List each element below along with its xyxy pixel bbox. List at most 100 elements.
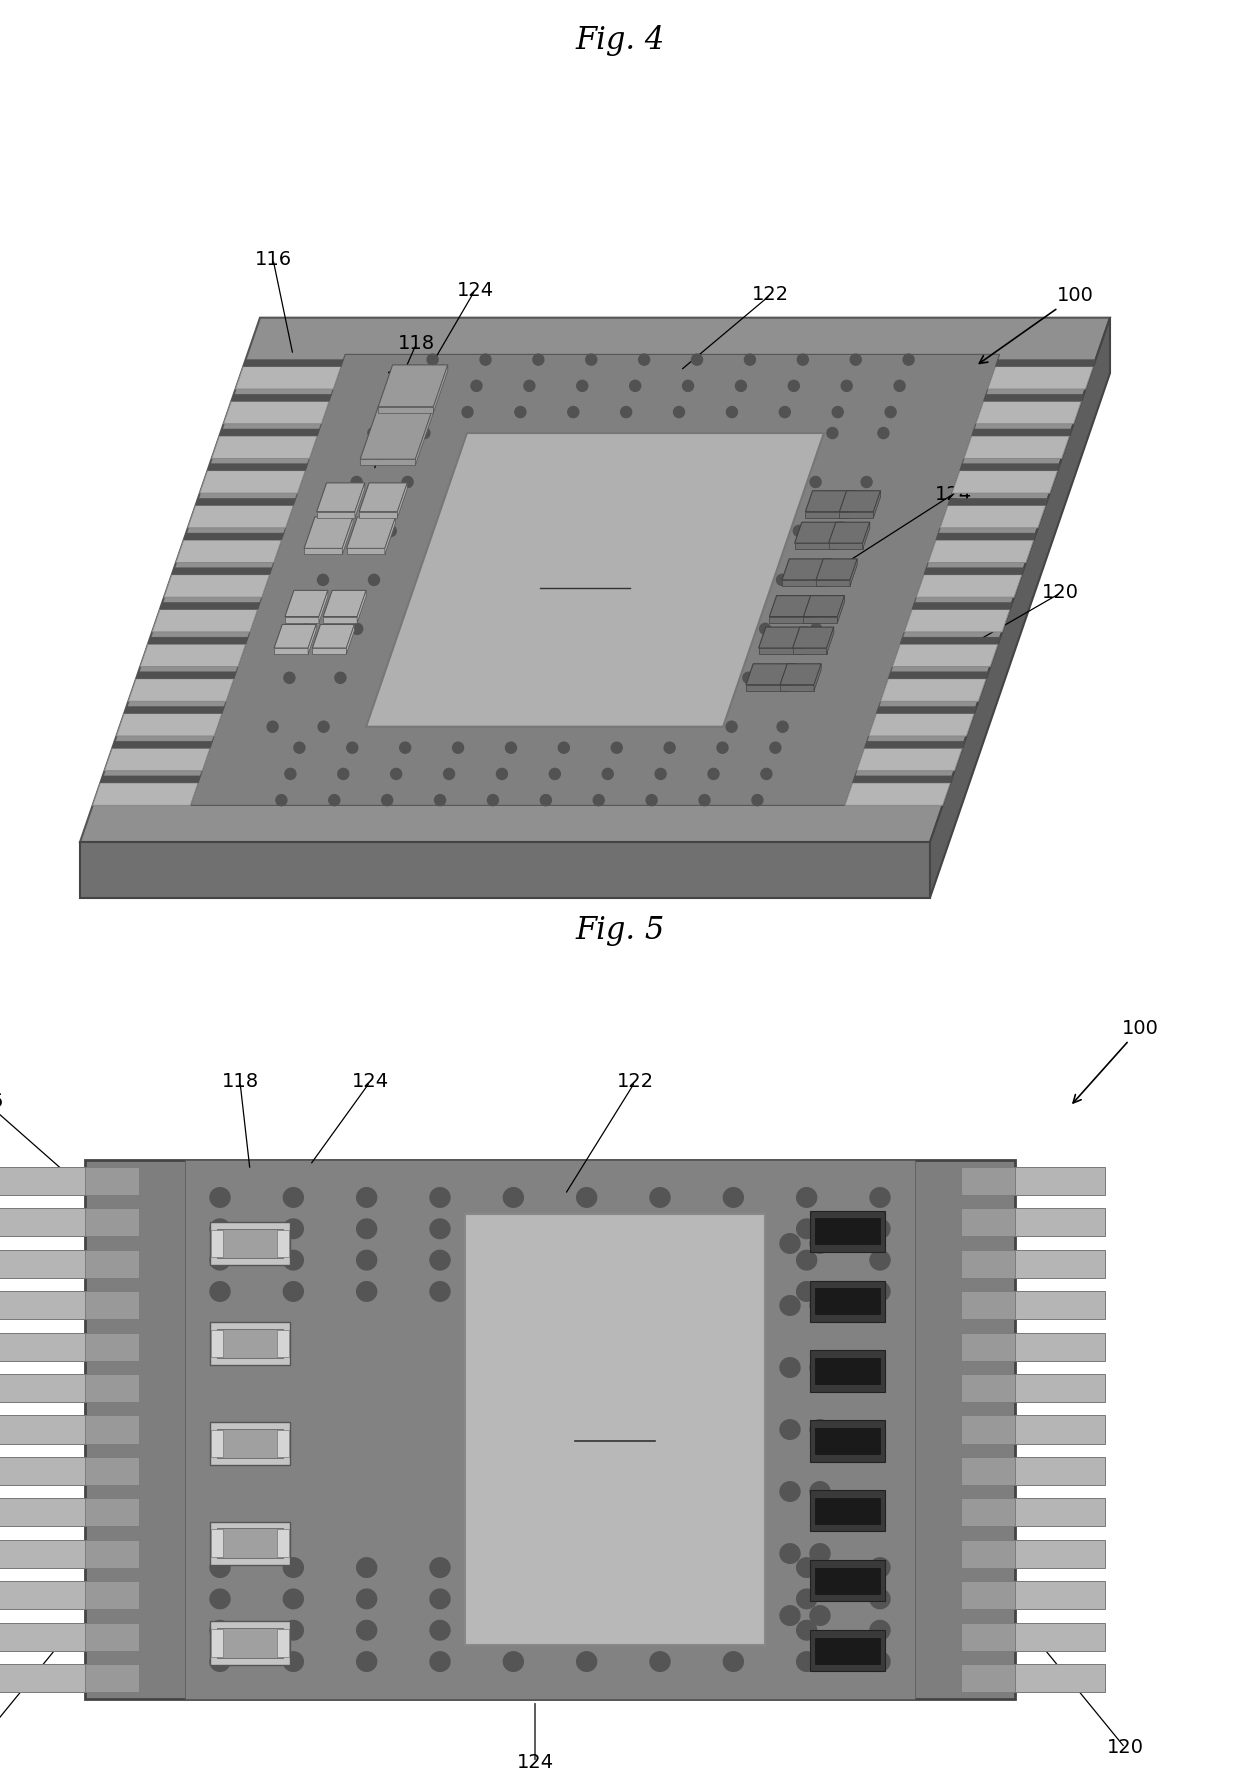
Polygon shape [200,470,305,494]
Bar [86,1540,139,1568]
Polygon shape [316,511,355,519]
Polygon shape [324,590,366,617]
Circle shape [723,1620,743,1639]
Circle shape [770,741,781,754]
Circle shape [210,1620,229,1639]
Circle shape [723,1251,743,1271]
Circle shape [409,406,420,417]
Polygon shape [346,624,355,654]
Circle shape [317,574,329,586]
Polygon shape [769,617,812,622]
Circle shape [810,1483,830,1500]
Polygon shape [983,394,1084,401]
Bar [210,1322,290,1365]
Circle shape [682,380,693,392]
Polygon shape [746,684,789,691]
Polygon shape [360,460,415,465]
Circle shape [503,1620,523,1639]
Polygon shape [274,649,308,654]
Polygon shape [128,679,234,702]
Text: 100: 100 [980,285,1094,364]
Circle shape [577,1557,596,1577]
Circle shape [810,1543,830,1563]
Text: 118: 118 [222,1073,259,1091]
Circle shape [870,1187,890,1206]
Text: 120: 120 [1042,583,1079,602]
Circle shape [430,1187,450,1206]
Circle shape [418,380,429,392]
Polygon shape [963,437,1069,458]
Circle shape [723,1557,743,1577]
Polygon shape [940,506,1045,527]
Circle shape [382,795,393,805]
Circle shape [723,1219,743,1238]
Polygon shape [972,429,1071,437]
Polygon shape [864,741,965,748]
Polygon shape [996,360,1096,367]
Circle shape [780,1296,800,1315]
Bar [217,1329,283,1358]
Circle shape [796,1281,817,1301]
Polygon shape [140,643,246,666]
Bar [1016,1249,1105,1278]
Polygon shape [759,627,808,649]
Polygon shape [801,627,808,654]
Circle shape [568,406,579,417]
Polygon shape [304,549,342,554]
Polygon shape [837,595,844,622]
Bar [961,1292,1016,1319]
Polygon shape [176,540,281,563]
Circle shape [630,380,641,392]
Text: 124: 124 [351,1073,388,1091]
Bar [86,1292,139,1319]
Bar [810,1420,885,1461]
Polygon shape [415,406,434,465]
Polygon shape [346,517,396,549]
Circle shape [699,795,711,805]
Polygon shape [792,627,833,649]
Circle shape [357,1251,377,1271]
Polygon shape [873,490,880,519]
Bar [810,1351,885,1392]
Circle shape [444,768,455,779]
Polygon shape [104,748,210,770]
Bar [1016,1623,1105,1650]
Circle shape [210,1251,229,1271]
Polygon shape [759,649,801,654]
Circle shape [735,380,746,392]
Bar [961,1333,1016,1361]
Circle shape [210,1557,229,1577]
Polygon shape [904,609,1009,633]
Circle shape [650,1281,670,1301]
Circle shape [776,574,787,586]
Circle shape [779,406,790,417]
Circle shape [796,1620,817,1639]
Circle shape [780,1483,800,1500]
Polygon shape [360,511,397,519]
Polygon shape [308,624,316,654]
Polygon shape [804,617,837,622]
Polygon shape [828,544,863,549]
Bar [0,1292,86,1319]
Circle shape [357,1281,377,1301]
Bar [465,1214,765,1645]
Polygon shape [952,470,1058,494]
Polygon shape [812,595,820,622]
Circle shape [430,1281,450,1301]
Bar [815,1499,880,1524]
Bar [86,1167,139,1196]
Polygon shape [782,560,832,579]
Circle shape [810,1296,830,1315]
Bar [1016,1208,1105,1237]
Bar [1016,1415,1105,1443]
Bar [961,1167,1016,1196]
Circle shape [844,526,856,536]
Circle shape [885,406,897,417]
Circle shape [841,380,852,392]
Circle shape [603,768,614,779]
Circle shape [780,1233,800,1253]
Polygon shape [274,624,316,649]
Polygon shape [769,595,820,617]
Polygon shape [837,522,844,549]
Polygon shape [207,463,308,470]
